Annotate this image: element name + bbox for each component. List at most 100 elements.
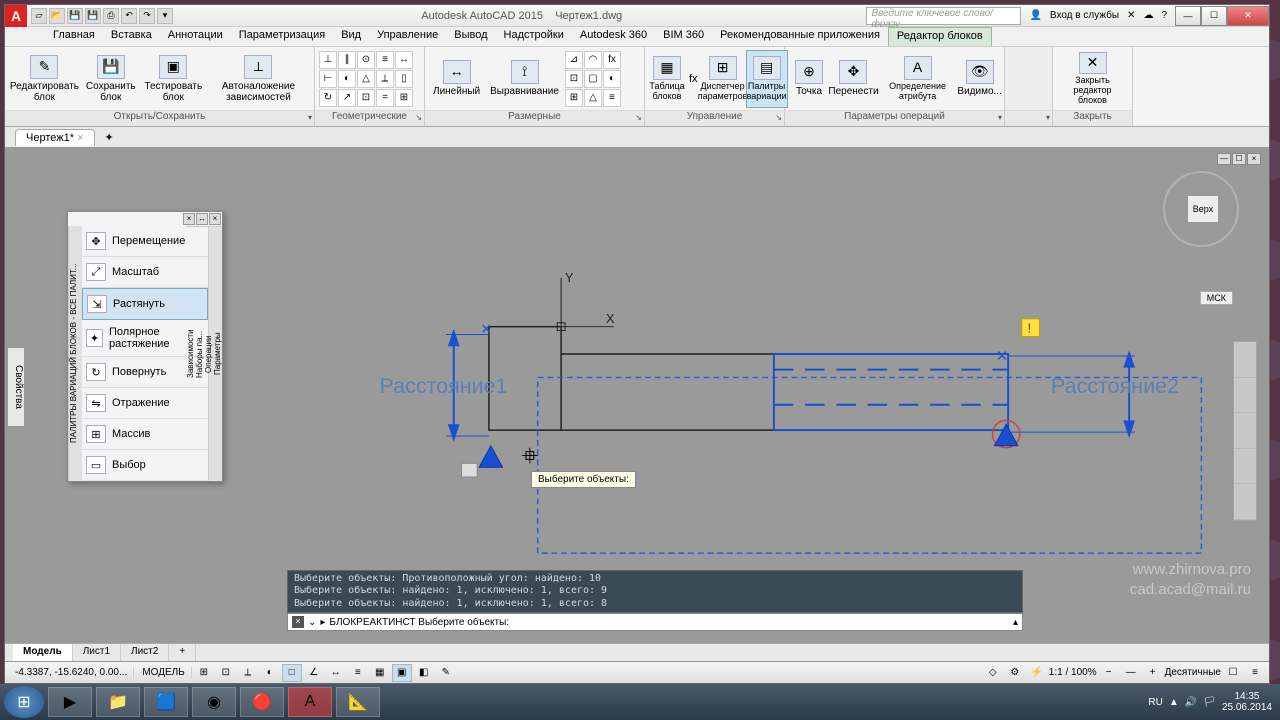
ribbon-tab[interactable]: Рекомендованные приложения [712, 27, 888, 46]
cleanscreen-icon[interactable]: ☐ [1223, 664, 1243, 682]
taskbar-chrome[interactable]: ◉ [192, 687, 236, 717]
canvas[interactable]: Свойства — ☐ × × ↔ × ПАЛИТРЫ ВАРИАЦИЙ БЛ… [5, 147, 1269, 643]
constraint-grid[interactable]: ⊥∥⊙≡↔ ⊢◐△⟂▯ ↻↗⊡=⊞ [319, 51, 413, 107]
qat-redo-icon[interactable]: ↷ [139, 8, 155, 24]
search-input[interactable]: Введите ключевое слово/фразу [866, 7, 1021, 25]
move-button[interactable]: ✥Перенести [831, 50, 876, 108]
align-button[interactable]: ⟟Выравнивание [486, 50, 563, 108]
ribbon-tab[interactable]: Главная [45, 27, 103, 46]
command-input[interactable]: × ⌄ ▸ БЛОКРЕАКТИНСТ Выберите объекты: ▴ [287, 613, 1023, 631]
panel-label: Открыть/Сохранить▾ [5, 110, 314, 126]
close-button[interactable]: ✕ [1227, 6, 1269, 26]
document-tab[interactable]: Чертеж1* × [15, 129, 95, 146]
am-icon[interactable]: ✎ [436, 664, 456, 682]
visibility-button[interactable]: 👁Видимо... [959, 50, 1000, 108]
ribbon-tab[interactable]: BIM 360 [655, 27, 712, 46]
help-icon[interactable]: ? [1159, 10, 1169, 21]
param-manager-button[interactable]: ⊞Диспетчер параметров [702, 50, 744, 108]
block-table-button[interactable]: ▦Таблица блоков [649, 50, 685, 108]
app-logo[interactable]: A [5, 5, 27, 27]
ribbon-tab[interactable]: Аннотации [160, 27, 231, 46]
auto-constrain-button[interactable]: ⟂Автоналожение зависимостей [207, 50, 310, 108]
taskbar-autocad[interactable]: A [288, 687, 332, 717]
save-block-button[interactable]: 💾Сохранить блок [82, 50, 140, 108]
taskbar-app2[interactable]: 📐 [336, 687, 380, 717]
tray-icon[interactable]: 🏳 [1203, 697, 1216, 708]
zoom-out-icon[interactable]: − [1099, 664, 1119, 682]
qat-print-icon[interactable]: ⎙ [103, 8, 119, 24]
hw-icon[interactable]: ⚡ [1027, 664, 1047, 682]
zoom-in-icon[interactable]: + [1143, 664, 1163, 682]
ribbon-tab[interactable]: Параметризация [231, 27, 333, 46]
iso-icon[interactable]: ◇ [983, 664, 1003, 682]
qp-icon[interactable]: ▣ [392, 664, 412, 682]
qat-more-icon[interactable]: ▾ [157, 8, 173, 24]
taskbar-opera[interactable]: 🔴 [240, 687, 284, 717]
ribbon-tab[interactable]: Вывод [446, 27, 495, 46]
osnap-icon[interactable]: □ [282, 664, 302, 682]
attr-def-button[interactable]: AОпределение атрибута [878, 50, 957, 108]
ws-icon[interactable]: ⚙ [1005, 664, 1025, 682]
dyn-icon[interactable]: ↔ [326, 664, 346, 682]
transparency-icon[interactable]: ▦ [370, 664, 390, 682]
close-editor-button[interactable]: ✕Закрыть редактор блоков [1057, 50, 1128, 108]
panel-geometric: ⊥∥⊙≡↔ ⊢◐△⟂▯ ↻↗⊡=⊞ Геометрические↘ [315, 47, 425, 126]
dim-grid[interactable]: ⊿◠fx⊡▢◐⊞△≡ [565, 51, 621, 107]
linear-button[interactable]: ↔Линейный [429, 50, 484, 108]
properties-tab[interactable]: Свойства [7, 347, 25, 427]
qat-open-icon[interactable]: 📂 [49, 8, 65, 24]
units-readout[interactable]: Десятичные [1165, 667, 1221, 678]
ribbon-tab[interactable]: Вставка [103, 27, 160, 46]
test-block-button[interactable]: ▣Тестировать блок [142, 50, 205, 108]
cloud-icon[interactable]: ☁ [1141, 10, 1155, 21]
ribbon-tab[interactable]: Autodesk 360 [572, 27, 655, 46]
edit-block-button[interactable]: ✎Редактировать блок [9, 50, 80, 108]
ribbon-tab[interactable]: Надстройки [496, 27, 572, 46]
qat-save-icon[interactable]: 💾 [67, 8, 83, 24]
point-button[interactable]: ⊕Точка [789, 50, 829, 108]
taskbar-app1[interactable]: 🟦 [144, 687, 188, 717]
ucs-badge[interactable]: МСК [1200, 291, 1233, 305]
layout-tab[interactable]: Лист1 [73, 644, 121, 661]
cmd-opt-icon[interactable]: ⌄ [308, 617, 316, 628]
nav-bar[interactable] [1233, 341, 1257, 521]
tray-icon[interactable]: ▲ [1169, 697, 1179, 708]
layout-tab[interactable]: Лист2 [121, 644, 169, 661]
zoom-slider[interactable]: — [1121, 664, 1141, 682]
grid-icon[interactable]: ⊞ [194, 664, 214, 682]
otrack-icon[interactable]: ∠ [304, 664, 324, 682]
qat-undo-icon[interactable]: ↶ [121, 8, 137, 24]
qat-saveas-icon[interactable]: 💾 [85, 8, 101, 24]
ribbon-tab[interactable]: Вид [333, 27, 369, 46]
space-mode[interactable]: МОДЕЛЬ [136, 667, 191, 678]
exchange-icon[interactable]: ✕ [1125, 10, 1137, 21]
layout-tab[interactable]: Модель [13, 644, 73, 661]
sc-icon[interactable]: ◧ [414, 664, 434, 682]
customize-icon[interactable]: ≡ [1245, 664, 1265, 682]
variation-palettes-button[interactable]: ▤Палитры вариации [746, 50, 788, 108]
cmd-close-icon[interactable]: × [292, 616, 304, 628]
start-button[interactable]: ⊞ [4, 686, 44, 718]
minimize-button[interactable]: — [1175, 6, 1201, 26]
clock[interactable]: 14:35 25.06.2014 [1222, 691, 1272, 713]
ortho-icon[interactable]: ⟂ [238, 664, 258, 682]
cmd-expand-icon[interactable]: ▴ [1013, 617, 1018, 628]
tray-icon[interactable]: 🔊 [1185, 697, 1197, 708]
add-layout-button[interactable]: + [169, 644, 196, 661]
signin-link[interactable]: Вход в службы [1048, 10, 1121, 21]
new-tab-button[interactable]: ✦ [99, 129, 120, 146]
scale-readout[interactable]: 1:1 / 100% [1049, 667, 1097, 678]
lang-indicator[interactable]: RU [1148, 697, 1162, 708]
ribbon-tab[interactable]: Редактор блоков [888, 27, 992, 46]
ribbon-tab[interactable]: Управление [369, 27, 446, 46]
viewcube[interactable]: Верх [1163, 171, 1243, 251]
taskbar-explorer[interactable]: 📁 [96, 687, 140, 717]
taskbar-wmp[interactable]: ▶ [48, 687, 92, 717]
user-icon[interactable]: 👤 [1027, 10, 1043, 21]
qat-new-icon[interactable]: ▱ [31, 8, 47, 24]
polar-icon[interactable]: ◐ [260, 664, 280, 682]
maximize-button[interactable]: ☐ [1201, 6, 1227, 26]
lwt-icon[interactable]: ≡ [348, 664, 368, 682]
snap-icon[interactable]: ⊡ [216, 664, 236, 682]
cmd-run-icon[interactable]: ▸ [320, 617, 325, 628]
